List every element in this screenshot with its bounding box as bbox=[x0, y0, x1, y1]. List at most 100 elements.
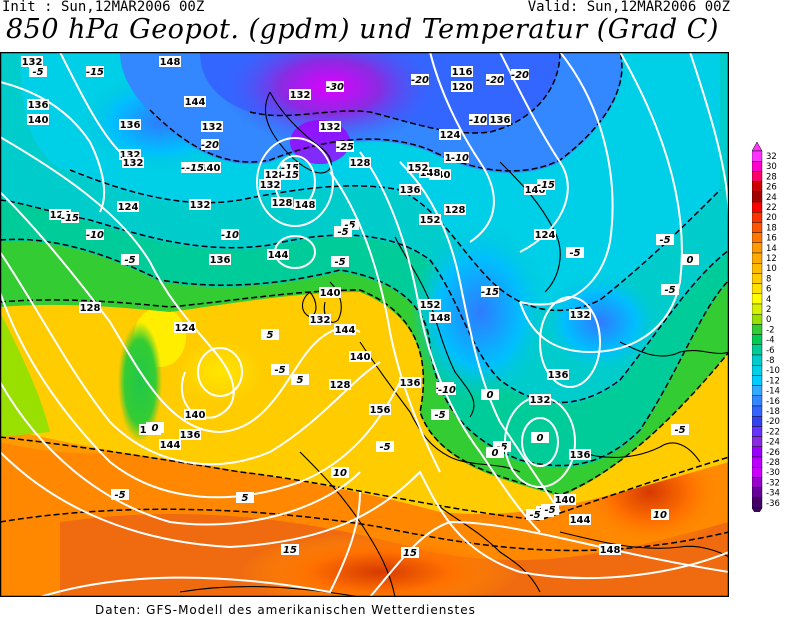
temperature-label: 0 bbox=[492, 448, 499, 459]
geopotential-label-bg bbox=[547, 369, 569, 380]
geopotential-label: 148 bbox=[295, 200, 316, 211]
temperature-label-bg bbox=[334, 226, 352, 237]
geopotential-label: 136 bbox=[548, 370, 569, 381]
geopotential-label: 128 bbox=[265, 170, 286, 181]
scale-label: -2 bbox=[766, 325, 774, 335]
temperature-label-bg bbox=[671, 424, 689, 435]
geopotential-label: 124 bbox=[50, 210, 71, 221]
geopotential-label-bg bbox=[429, 312, 451, 323]
map-title: 850 hPa Geopot. (gpdm) und Temperatur (G… bbox=[6, 14, 719, 45]
temperature-label: -25 bbox=[336, 142, 354, 153]
temperature-label: -15 bbox=[281, 170, 299, 181]
weather-map: 1321481401441361321361401321201361241281… bbox=[0, 52, 729, 597]
geopotential-label: 156 bbox=[370, 405, 391, 416]
scale-label: -4 bbox=[766, 336, 774, 346]
geopotential-label: 136 bbox=[490, 115, 511, 126]
scale-swatch bbox=[752, 150, 763, 162]
geopotential-label: 124 bbox=[535, 230, 556, 241]
isohypse-124 bbox=[499, 52, 569, 253]
arctic-cold-core bbox=[220, 52, 440, 147]
temperature-label-bg bbox=[221, 229, 239, 240]
temperature-label-bg bbox=[341, 219, 359, 230]
temperature-label-bg bbox=[186, 162, 204, 173]
scale-swatch bbox=[752, 446, 763, 458]
scale-swatch bbox=[752, 477, 763, 488]
cool-tongue-west bbox=[118, 322, 162, 442]
geopotential-label: 132 bbox=[320, 122, 341, 133]
scale-swatch bbox=[752, 303, 763, 315]
geopotential-label-bg bbox=[159, 56, 181, 67]
geopotential-label: 136 bbox=[120, 120, 141, 131]
geopotential-label-bg bbox=[117, 201, 139, 212]
geopotential-label-bg bbox=[209, 254, 231, 265]
geopotential-label: 128 bbox=[330, 380, 351, 391]
scale-swatch bbox=[752, 456, 763, 468]
temperature-label-bg bbox=[281, 169, 299, 180]
temperature-label: -30 bbox=[326, 82, 344, 93]
geopotential-label: 144 bbox=[185, 97, 206, 108]
geopotential-label-group: 1321481401441361321361401321201361241281… bbox=[21, 56, 621, 556]
scale-label: 14 bbox=[766, 244, 777, 254]
geopotential-label: 136 bbox=[28, 100, 49, 111]
scale-swatch bbox=[752, 426, 763, 437]
temperature-label-bg bbox=[29, 66, 47, 77]
scale-swatch bbox=[752, 242, 763, 254]
scale-label: -12 bbox=[766, 376, 780, 386]
geopotential-label: 132 bbox=[570, 310, 591, 321]
temperature-label-bg bbox=[236, 492, 254, 503]
temperature-label: -15 bbox=[481, 287, 499, 298]
geopotential-label-bg bbox=[319, 121, 341, 132]
temperature-label: 15 bbox=[283, 545, 297, 556]
scale-label: -6 bbox=[766, 346, 774, 356]
temperature-label-bg bbox=[537, 179, 555, 190]
temperature-label: 5 bbox=[242, 493, 249, 504]
isohypse-low-balkan bbox=[521, 417, 559, 467]
geopotential-label: 148 bbox=[160, 57, 181, 68]
temperature-label: -5 bbox=[344, 220, 355, 231]
geopotential-label-bg bbox=[179, 429, 201, 440]
geopotential-label-bg bbox=[569, 309, 591, 320]
geopotential-label: 128 bbox=[350, 158, 371, 169]
scale-swatch bbox=[752, 211, 763, 223]
isohypse-144 bbox=[0, 291, 401, 499]
geopotential-label-bg bbox=[122, 157, 144, 168]
geopotential-label: 120 bbox=[452, 82, 473, 93]
temperature-label-bg bbox=[86, 229, 104, 240]
scale-label: 18 bbox=[766, 223, 777, 233]
scale-swatch bbox=[752, 201, 763, 213]
temperature-label: -10 bbox=[451, 153, 469, 164]
init-time: Init : Sun,12MAR2006 00Z bbox=[2, 0, 205, 15]
scale-swatch bbox=[752, 181, 763, 192]
scale-label: -34 bbox=[766, 489, 780, 499]
temperature-label-bg bbox=[511, 69, 529, 80]
temperature-label: -5 bbox=[674, 425, 685, 436]
temperature-label: -5 bbox=[434, 410, 445, 421]
geopotential-label-bg bbox=[407, 162, 429, 173]
temperature-label: -15 bbox=[61, 213, 79, 224]
isohypse-148 bbox=[0, 381, 361, 526]
geopotential-label-bg bbox=[489, 114, 511, 125]
isohypse-152 bbox=[0, 451, 729, 580]
scale-label: -8 bbox=[766, 356, 774, 366]
geopotential-label-bg bbox=[329, 379, 351, 390]
temperature-label-bg bbox=[336, 141, 354, 152]
temperature-label-bg bbox=[281, 544, 299, 555]
temperature-label: -20 bbox=[511, 70, 529, 81]
scale-swatch bbox=[752, 334, 763, 346]
temperature-label-bg bbox=[121, 254, 139, 265]
coast-caspian bbox=[619, 341, 729, 357]
scale-swatch bbox=[752, 395, 763, 407]
geopotential-label: 132 bbox=[190, 200, 211, 211]
temperature-label-bg bbox=[661, 284, 679, 295]
temperature-label: 0 bbox=[487, 390, 494, 401]
temperature-label-bg bbox=[656, 234, 674, 245]
temperature-label: -10 bbox=[86, 230, 104, 241]
scale-label: 20 bbox=[766, 213, 777, 223]
geopotential-label-bg bbox=[49, 209, 71, 220]
temperature-label: 15 bbox=[403, 548, 417, 559]
temperature-label-bg bbox=[681, 254, 699, 265]
geopotential-label-bg bbox=[419, 214, 441, 225]
temperature-label: 0 bbox=[537, 433, 544, 444]
isotherm-minus-20 bbox=[149, 52, 623, 172]
geopotential-label: 144 bbox=[160, 440, 181, 451]
